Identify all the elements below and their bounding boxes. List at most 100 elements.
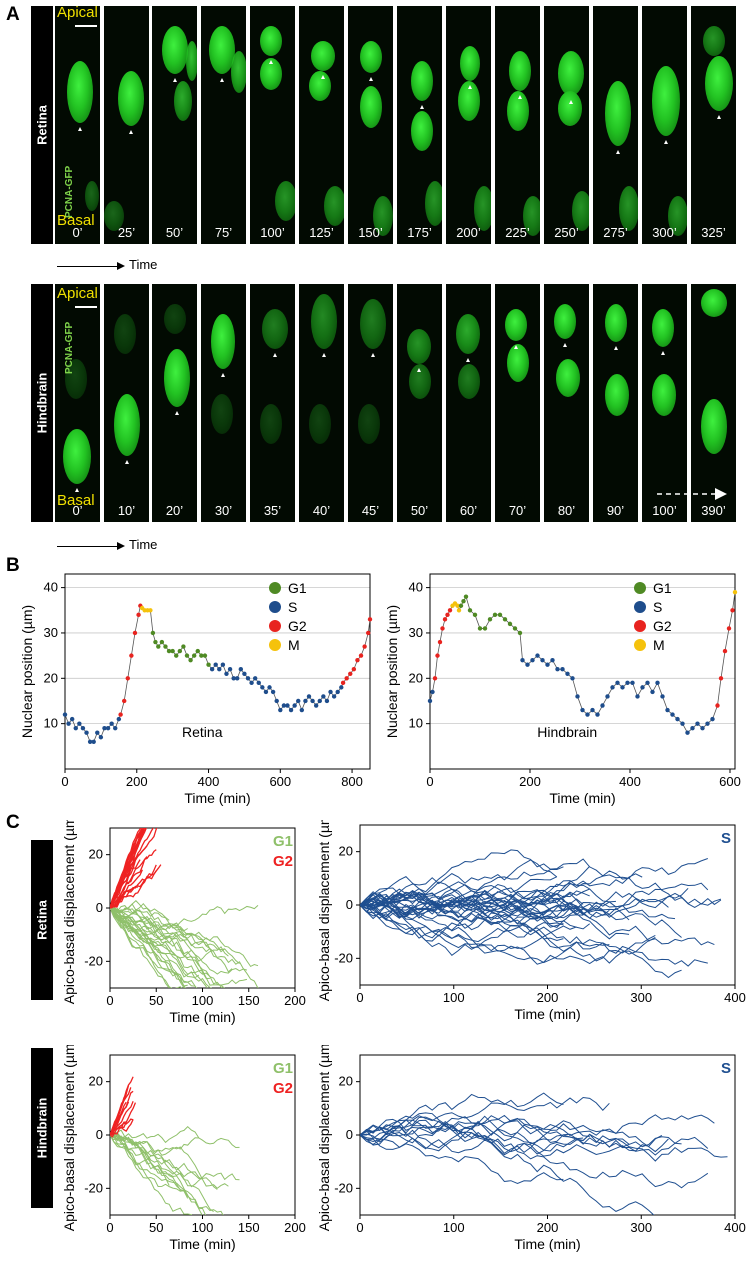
data-point-s bbox=[252, 676, 258, 681]
data-point-s bbox=[695, 721, 700, 726]
hindbrain-basal-label: Basal bbox=[57, 492, 95, 509]
time-lapse-frame: 10’ bbox=[104, 284, 149, 522]
nucleus bbox=[458, 364, 480, 399]
nucleus bbox=[705, 56, 733, 111]
arrow-right-icon bbox=[117, 262, 125, 270]
arrowhead-marker bbox=[220, 78, 224, 82]
data-point-s bbox=[116, 716, 122, 722]
data-point-s bbox=[331, 694, 337, 699]
trace-s bbox=[360, 904, 610, 947]
data-point-g2 bbox=[136, 612, 141, 618]
data-point-g1 bbox=[188, 657, 193, 663]
nucleus bbox=[114, 394, 140, 456]
data-point-s bbox=[69, 716, 75, 722]
data-point-g1 bbox=[507, 621, 513, 627]
retina-sidebar: Retina bbox=[31, 6, 53, 244]
trace-s bbox=[360, 866, 564, 909]
data-point-s bbox=[335, 689, 340, 695]
time-label: 25’ bbox=[117, 225, 136, 240]
nucleus bbox=[509, 51, 531, 91]
x-tick-label: 400 bbox=[198, 774, 220, 789]
nucleus bbox=[211, 394, 233, 434]
data-point-g2 bbox=[435, 653, 440, 658]
x-tick-label: 200 bbox=[126, 774, 148, 789]
trace-g1 bbox=[110, 900, 170, 921]
y-tick-label: 40 bbox=[409, 580, 423, 595]
data-point-s bbox=[545, 662, 550, 667]
time-axis-label: Time bbox=[129, 257, 158, 272]
data-point-s bbox=[98, 735, 104, 740]
trace-s bbox=[360, 865, 591, 920]
time-label: 35’ bbox=[263, 503, 282, 518]
y-tick-label: -20 bbox=[84, 953, 103, 968]
nucleus bbox=[703, 26, 725, 56]
trace-s bbox=[360, 903, 656, 964]
trace-g1 bbox=[110, 907, 210, 979]
nucleus bbox=[260, 404, 282, 444]
data-point-s bbox=[610, 685, 615, 690]
x-tick-label: 0 bbox=[356, 1220, 363, 1235]
time-label: 80’ bbox=[557, 503, 576, 518]
y-tick-label: 0 bbox=[346, 1127, 353, 1142]
y-tick-label: -20 bbox=[334, 950, 353, 965]
data-point-s bbox=[209, 667, 215, 672]
chart-title: Retina bbox=[182, 724, 223, 740]
y-axis-title: Apico-basal displacement (µm) bbox=[316, 1045, 332, 1231]
data-point-g2 bbox=[118, 712, 123, 717]
traces bbox=[110, 828, 259, 988]
legend-label-s: S bbox=[721, 1060, 731, 1077]
time-axis-label: Time bbox=[129, 537, 158, 552]
retina-s-displacement-chart: 0 100 200 300 400 -20 0 20 Time (min) Apico-basal… bbox=[316, 820, 746, 1022]
nucleus bbox=[162, 26, 188, 74]
data-point-g1 bbox=[150, 630, 156, 636]
trace-g1 bbox=[110, 1134, 199, 1156]
time-label: 20’ bbox=[165, 503, 184, 518]
time-label: 150’ bbox=[358, 225, 383, 240]
data-point-s bbox=[91, 739, 96, 744]
data-point-s bbox=[95, 730, 100, 735]
trace-g2 bbox=[110, 1102, 137, 1136]
trace-g1 bbox=[110, 1134, 193, 1215]
trace-g2 bbox=[110, 1085, 130, 1136]
data-point-s bbox=[615, 680, 620, 686]
legend-label-g1: G1 bbox=[273, 833, 293, 850]
trace-g2 bbox=[110, 885, 138, 909]
x-tick-label: 300 bbox=[630, 990, 652, 1005]
trace-g1 bbox=[110, 907, 240, 965]
data-point-s bbox=[324, 698, 330, 704]
trace-s bbox=[360, 859, 558, 907]
hindbrain-sidebar: Hindbrain bbox=[31, 284, 53, 522]
arrowhead-marker bbox=[273, 353, 277, 357]
nucleus bbox=[558, 91, 582, 126]
traces bbox=[110, 1076, 240, 1215]
data-point-s bbox=[224, 671, 229, 676]
x-tick-label: 200 bbox=[537, 990, 559, 1005]
nucleus bbox=[507, 344, 529, 382]
data-point-s bbox=[625, 680, 630, 686]
data-point-s bbox=[274, 698, 279, 704]
plot-frame bbox=[429, 573, 736, 770]
time-lapse-frame: 35’ bbox=[250, 284, 295, 522]
time-label: 60’ bbox=[459, 503, 478, 518]
data-point-s bbox=[231, 676, 236, 681]
nucleus bbox=[407, 329, 431, 364]
data-point-s bbox=[313, 703, 319, 708]
nucleus bbox=[460, 46, 480, 81]
panel-a-label: A bbox=[6, 4, 20, 25]
data-point-m bbox=[148, 608, 153, 613]
legend-marker-g2 bbox=[269, 620, 281, 632]
trace-g1 bbox=[110, 907, 170, 988]
data-point-s bbox=[550, 657, 555, 663]
data-point-s bbox=[565, 671, 570, 676]
arrowhead-marker bbox=[322, 353, 326, 357]
trace-s bbox=[360, 898, 584, 937]
data-point-g2 bbox=[348, 671, 353, 676]
time-lapse-frame: 200’ bbox=[446, 6, 491, 244]
traces bbox=[360, 849, 722, 979]
trace-g1 bbox=[110, 907, 200, 979]
nucleus bbox=[652, 374, 676, 416]
y-tick-label: 30 bbox=[44, 625, 58, 640]
retina-g1-g2-displacement-chart: 0 50 100 150 200 -20 0 20 Time (min) Apico-basal … bbox=[61, 820, 306, 1025]
x-tick-label: 200 bbox=[537, 1220, 559, 1235]
retina-pcna-label: PCNA-GFP bbox=[64, 165, 75, 218]
